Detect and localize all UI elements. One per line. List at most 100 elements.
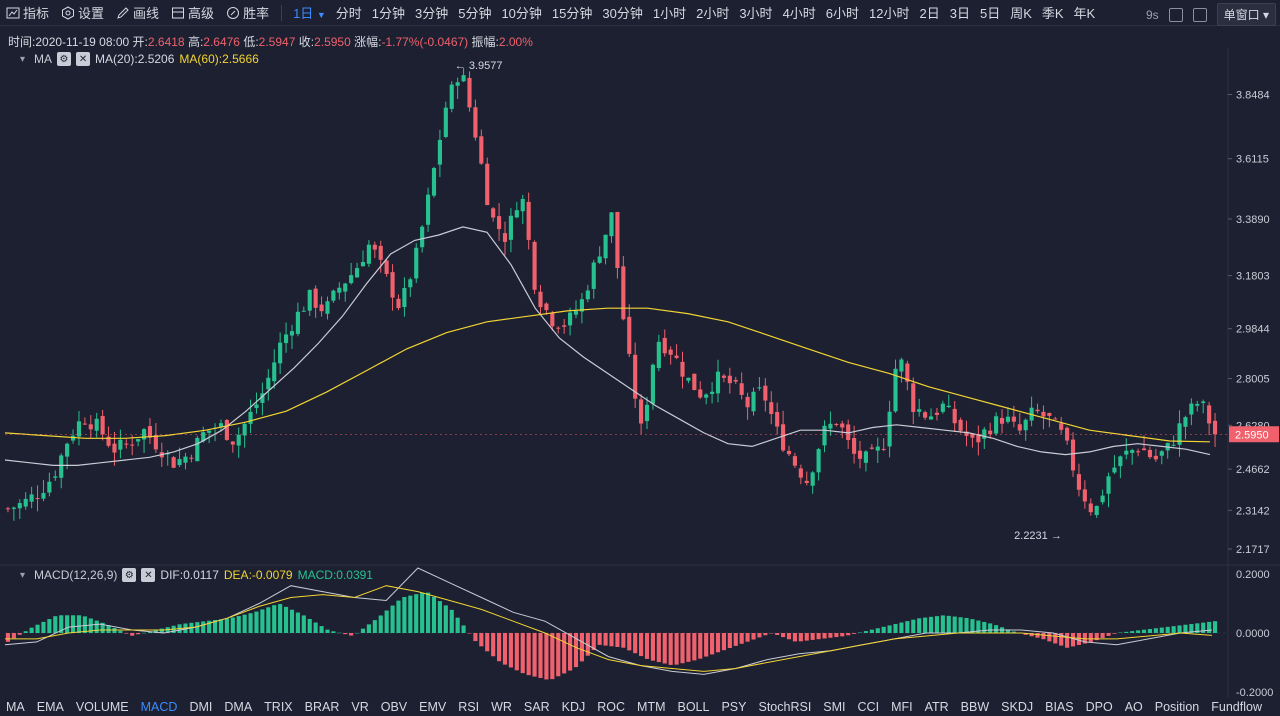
indicator-tab[interactable]: WR [491, 700, 512, 714]
period-option[interactable]: 季K [1041, 6, 1064, 21]
candle-body [301, 310, 306, 312]
ma-settings-icon[interactable]: ⚙ [57, 52, 72, 66]
candle-body [532, 241, 537, 290]
candle-body [307, 289, 312, 311]
macd-bar [591, 633, 596, 651]
indicator-tab[interactable]: BOLL [677, 700, 710, 714]
candle-body [739, 383, 744, 395]
indicator-tab[interactable]: MTM [637, 700, 666, 714]
indicator-tab[interactable]: OBV [380, 700, 408, 714]
candle-body [207, 430, 212, 433]
candle-body [248, 411, 253, 424]
period-option[interactable]: 12小时 [869, 6, 910, 21]
tool-label: 高级 [188, 6, 215, 21]
indicator-tab[interactable]: VR [351, 700, 369, 714]
price-tick-label: 2.3142 [1236, 505, 1270, 517]
period-option[interactable]: 1分钟 [371, 6, 405, 21]
tool-button[interactable]: 指标 [0, 3, 55, 22]
candle-body [1035, 409, 1040, 412]
ma-close-icon[interactable]: ✕ [76, 52, 91, 66]
indicator-tab[interactable]: SMI [823, 700, 846, 714]
candle-body [792, 456, 798, 466]
macd-bar [692, 633, 697, 661]
candle-body [568, 312, 573, 326]
indicator-tab[interactable]: PSY [721, 700, 747, 714]
indicator-tab[interactable]: ATR [924, 700, 949, 714]
indicator-tab[interactable]: BRAR [304, 700, 340, 714]
candle-body [988, 430, 993, 435]
macd-bar [301, 615, 306, 633]
dif-line [4, 567, 1213, 675]
candle-body [905, 363, 910, 382]
indicator-tab[interactable]: BIAS [1045, 700, 1074, 714]
period-option[interactable]: 5日 [979, 6, 1001, 21]
period-option[interactable]: 5分钟 [458, 6, 492, 21]
advanced-icon [171, 6, 185, 20]
macd-collapse-chevron-icon[interactable]: ▾ [20, 569, 26, 581]
change-label: 涨幅: [354, 35, 382, 49]
candle-body [443, 107, 448, 137]
macd-close-icon[interactable]: ✕ [141, 568, 156, 582]
close-value: 2.5950 [314, 35, 351, 49]
macd-settings-icon[interactable]: ⚙ [122, 568, 137, 582]
indicator-tab[interactable]: StochRSI [758, 700, 812, 714]
indicator-tab[interactable]: TRIX [264, 700, 293, 714]
indicator-tab[interactable]: EMA [36, 700, 64, 714]
candle-body [402, 287, 407, 308]
period-option[interactable]: 2小时 [696, 6, 730, 21]
tool-button[interactable]: 画线 [110, 3, 165, 22]
window-mode-select[interactable]: 单窗口 ▾ [1216, 3, 1276, 26]
tool-button[interactable]: 设置 [55, 3, 110, 22]
period-option[interactable]: 3小时 [739, 6, 773, 21]
indicator-tab[interactable]: MACD [140, 700, 178, 714]
indicator-tab[interactable]: DPO [1085, 700, 1113, 714]
macd-bar [573, 633, 579, 668]
indicator-tab[interactable]: Fundflow [1211, 700, 1262, 714]
period-active-select[interactable]: 1日 ▼ [288, 3, 331, 22]
candle-body [769, 402, 774, 415]
candle-body [952, 408, 957, 424]
indicator-tab[interactable]: RSI [458, 700, 480, 714]
indicator-tab[interactable]: SKDJ [1001, 700, 1034, 714]
macd-bar [1029, 633, 1034, 637]
macd-bar [414, 594, 419, 633]
tool-button[interactable]: 高级 [165, 3, 220, 22]
indicator-tab[interactable]: SAR [523, 700, 550, 714]
period-option[interactable]: 2日 [919, 6, 940, 21]
macd-bar [1118, 632, 1123, 634]
candle-body [289, 331, 295, 336]
indicator-tab[interactable]: KDJ [561, 700, 586, 714]
macd-bar [893, 623, 898, 633]
period-option[interactable]: 10分钟 [501, 6, 542, 21]
candle-body [313, 288, 318, 308]
period-option[interactable]: 年K [1073, 6, 1096, 21]
collapse-chevron-icon[interactable]: ▾ [20, 53, 26, 65]
macd-bar [775, 633, 780, 635]
indicator-tab[interactable]: MFI [891, 700, 913, 714]
period-option[interactable]: 30分钟 [602, 6, 643, 21]
layout-grid-icon[interactable] [1168, 7, 1183, 22]
indicator-tab[interactable]: DMI [189, 700, 213, 714]
indicator-tab[interactable]: MA [6, 700, 25, 714]
fullscreen-icon[interactable] [1192, 7, 1207, 22]
period-option[interactable]: 3日 [949, 6, 970, 21]
macd-bar [248, 613, 253, 633]
indicator-tab[interactable]: BBW [960, 700, 990, 714]
indicator-tab[interactable]: CCI [857, 700, 880, 714]
indicator-tab[interactable]: DMA [224, 700, 253, 714]
tool-button[interactable]: 胜率 [220, 3, 275, 22]
indicator-tab[interactable]: EMV [419, 700, 447, 714]
period-option[interactable]: 6小时 [825, 6, 860, 21]
indicator-tab[interactable]: AO [1124, 700, 1143, 714]
period-option[interactable]: 分时 [335, 6, 362, 21]
indicator-tab[interactable]: ROC [597, 700, 626, 714]
period-option[interactable]: 周K [1010, 6, 1032, 21]
period-option[interactable]: 15分钟 [551, 6, 593, 21]
period-option[interactable]: 4小时 [782, 6, 816, 21]
period-option[interactable]: 1小时 [652, 6, 687, 21]
candle-body [964, 431, 969, 436]
indicator-tab[interactable]: VOLUME [75, 700, 129, 714]
chart-canvas[interactable]: 3.84843.61153.38903.18032.98442.80052.62… [0, 48, 1280, 698]
period-option[interactable]: 3分钟 [414, 6, 449, 21]
indicator-tab[interactable]: Position [1154, 700, 1200, 714]
